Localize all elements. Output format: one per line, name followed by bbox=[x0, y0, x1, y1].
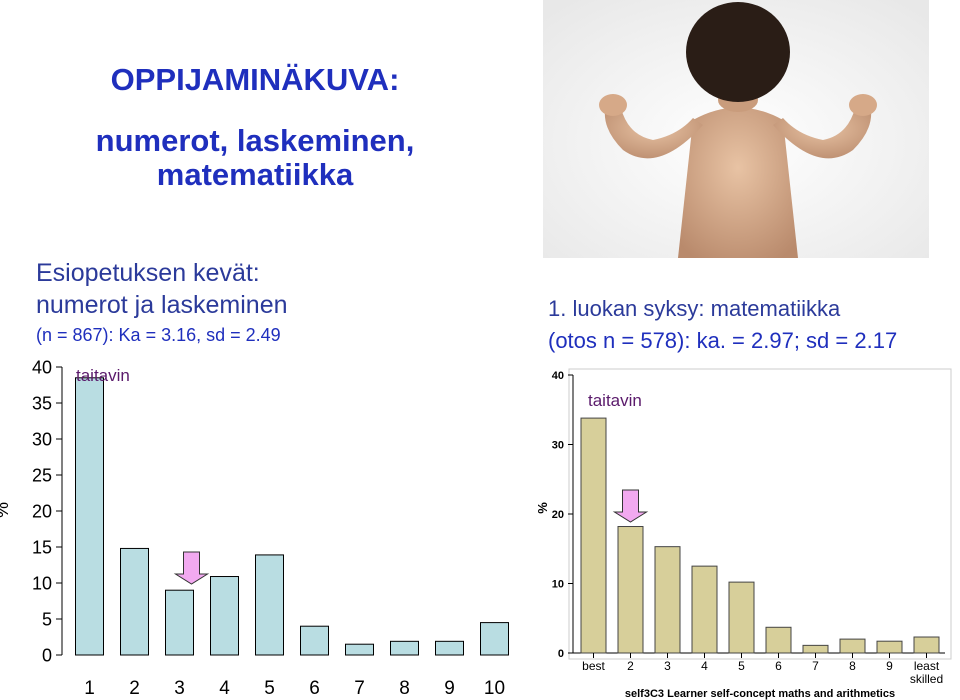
undefined-y-tick-label: 5 bbox=[42, 609, 52, 629]
undefined-x-tick-label: 8 bbox=[849, 659, 856, 673]
undefined-y-tick-label: 10 bbox=[32, 573, 52, 593]
right-header-line-1: 1. luokan syksy: matematiikka bbox=[548, 296, 841, 321]
undefined-x-axis-title: self3C3 Learner self-concept maths and a… bbox=[625, 688, 895, 700]
left-header-line-2: numerot ja laskeminen bbox=[36, 291, 288, 319]
undefined-bar bbox=[617, 526, 644, 654]
undefined-y-axis-label: % bbox=[535, 502, 550, 514]
undefined-x-tick-label: skilled bbox=[910, 672, 943, 686]
subtitle-line-1: numerot, laskeminen, bbox=[95, 123, 415, 158]
undefined-bar bbox=[876, 640, 903, 654]
undefined-bar bbox=[210, 576, 239, 656]
undefined-arrow-marker bbox=[612, 489, 649, 523]
undefined-x-tick-label: 6 bbox=[775, 659, 782, 673]
undefined-y-tick-label: 0 bbox=[558, 648, 564, 660]
undefined-y-tick-label: 40 bbox=[32, 357, 52, 377]
child-right-arm bbox=[773, 108, 872, 159]
undefined-bar bbox=[435, 640, 464, 656]
subtitle-line-2: matematiikka bbox=[156, 157, 354, 192]
undefined-x-tick-label: 2 bbox=[129, 678, 140, 699]
undefined-x-tick-label: least bbox=[914, 659, 940, 673]
undefined-bar bbox=[728, 581, 755, 654]
child-flexing-photo bbox=[543, 0, 929, 258]
undefined-y-tick-label: 40 bbox=[552, 370, 564, 382]
undefined-y-tick-label: 20 bbox=[32, 501, 52, 521]
undefined-x-tick-label: 8 bbox=[399, 678, 410, 699]
child-hair bbox=[686, 2, 790, 102]
undefined-x-tick-label: 5 bbox=[264, 678, 275, 699]
undefined-x-tick-label: 4 bbox=[701, 659, 708, 673]
undefined-bar bbox=[839, 638, 866, 654]
undefined-annotation-taitavin: taitavin bbox=[76, 366, 130, 385]
undefined-x-tick-label: 1 bbox=[84, 678, 95, 699]
undefined-bar bbox=[802, 644, 829, 654]
undefined-x-tick-label: 4 bbox=[219, 678, 230, 699]
undefined-y-axis-label: % bbox=[0, 502, 12, 518]
undefined-bar bbox=[300, 625, 329, 656]
child-right-fist bbox=[849, 94, 877, 116]
child-torso bbox=[678, 107, 798, 258]
child-left-arm bbox=[604, 108, 703, 159]
undefined-annotation-taitavin: taitavin bbox=[588, 391, 642, 410]
undefined-bar bbox=[480, 622, 509, 656]
undefined-x-tick-label: 3 bbox=[174, 678, 185, 699]
page-title: OPPIJAMINÄKUVA: bbox=[110, 62, 400, 97]
undefined-y-tick-label: 10 bbox=[552, 578, 564, 590]
undefined-bar bbox=[120, 547, 149, 656]
left-stats: (n = 867): Ka = 3.16, sd = 2.49 bbox=[36, 325, 281, 345]
undefined-x-tick-label: best bbox=[582, 659, 605, 673]
undefined-y-tick-label: 30 bbox=[552, 439, 564, 451]
undefined-x-tick-label: 10 bbox=[484, 678, 505, 699]
undefined-y-tick-label: 30 bbox=[32, 429, 52, 449]
undefined-bar bbox=[75, 377, 104, 656]
undefined-bar bbox=[765, 626, 792, 654]
undefined-bar bbox=[390, 640, 419, 656]
undefined-x-tick-label: 9 bbox=[886, 659, 893, 673]
undefined-y-tick-label: 0 bbox=[42, 645, 52, 665]
undefined-x-tick-label: 3 bbox=[664, 659, 671, 673]
undefined-bar bbox=[580, 417, 607, 654]
undefined-x-tick-label: 2 bbox=[627, 659, 634, 673]
undefined-bar bbox=[165, 589, 194, 656]
left-bar-chart: 0 5 10 15 20 25 30 35 40 1 2 3 4 5 6 7 8 9 10 taitavin% bbox=[0, 357, 509, 699]
undefined-bar bbox=[913, 636, 940, 654]
undefined-y-tick-label: 25 bbox=[32, 465, 52, 485]
undefined-x-tick-label: 7 bbox=[354, 678, 365, 699]
undefined-bar bbox=[255, 554, 284, 656]
undefined-x-tick-label: 7 bbox=[812, 659, 819, 673]
undefined-bar bbox=[691, 565, 718, 654]
left-header-line-1: Esiopetuksen kevät: bbox=[36, 259, 260, 287]
undefined-x-tick-label: 5 bbox=[738, 659, 745, 673]
undefined-y-tick-label: 35 bbox=[32, 393, 52, 413]
right-stats: (otos n = 578): ka. = 2.97; sd = 2.17 bbox=[548, 328, 898, 353]
undefined-arrow-marker bbox=[173, 551, 210, 585]
undefined-bar bbox=[654, 546, 681, 654]
undefined-bar bbox=[345, 643, 374, 656]
undefined-y-tick-label: 15 bbox=[32, 537, 52, 557]
undefined-x-tick-label: 9 bbox=[444, 678, 455, 699]
page-subtitle: numerot, laskeminen, matematiikka bbox=[0, 124, 510, 192]
child-left-fist bbox=[599, 94, 627, 116]
undefined-x-tick-label: 6 bbox=[309, 678, 320, 699]
undefined-y-tick-label: 20 bbox=[552, 509, 564, 521]
